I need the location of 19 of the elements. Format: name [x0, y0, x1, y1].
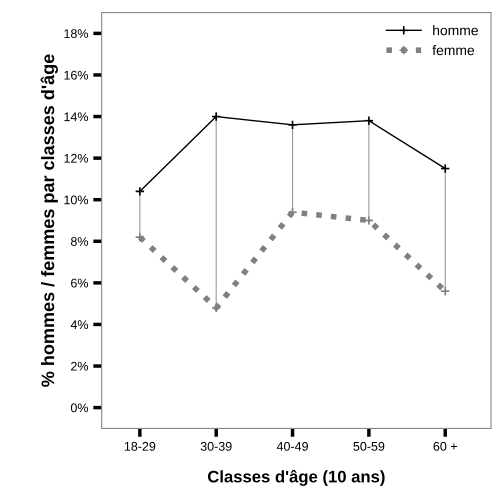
y-tick-label: 10%	[64, 196, 88, 204]
y-tick-label: 14%	[64, 112, 88, 122]
legend-label: homme	[433, 25, 478, 36]
legend-label: femme	[432, 45, 474, 56]
y-tick-label: 12%	[64, 154, 88, 163]
y-tick-label: 18%	[64, 29, 88, 38]
y-tick-label: 6%	[71, 278, 88, 288]
x-tick-label: 40-49	[276, 442, 308, 451]
x-tick-label: 30-39	[200, 442, 232, 451]
y-tick-label: 0%	[70, 403, 88, 412]
y-tick-label: 16%	[64, 70, 88, 80]
x-tick-label: 50-59	[353, 442, 384, 451]
x-tick-label: 18-29	[124, 442, 156, 451]
y-axis-title: % hommes / femmes par classes d'âge	[40, 54, 58, 387]
x-axis-title: Classes d'âge (10 ans)	[208, 470, 385, 486]
x-tick-label: 60 +	[434, 442, 457, 451]
y-tick-label: 2%	[71, 362, 88, 371]
y-tick-label: 4%	[70, 320, 88, 330]
y-tick-label: 8%	[70, 237, 88, 246]
